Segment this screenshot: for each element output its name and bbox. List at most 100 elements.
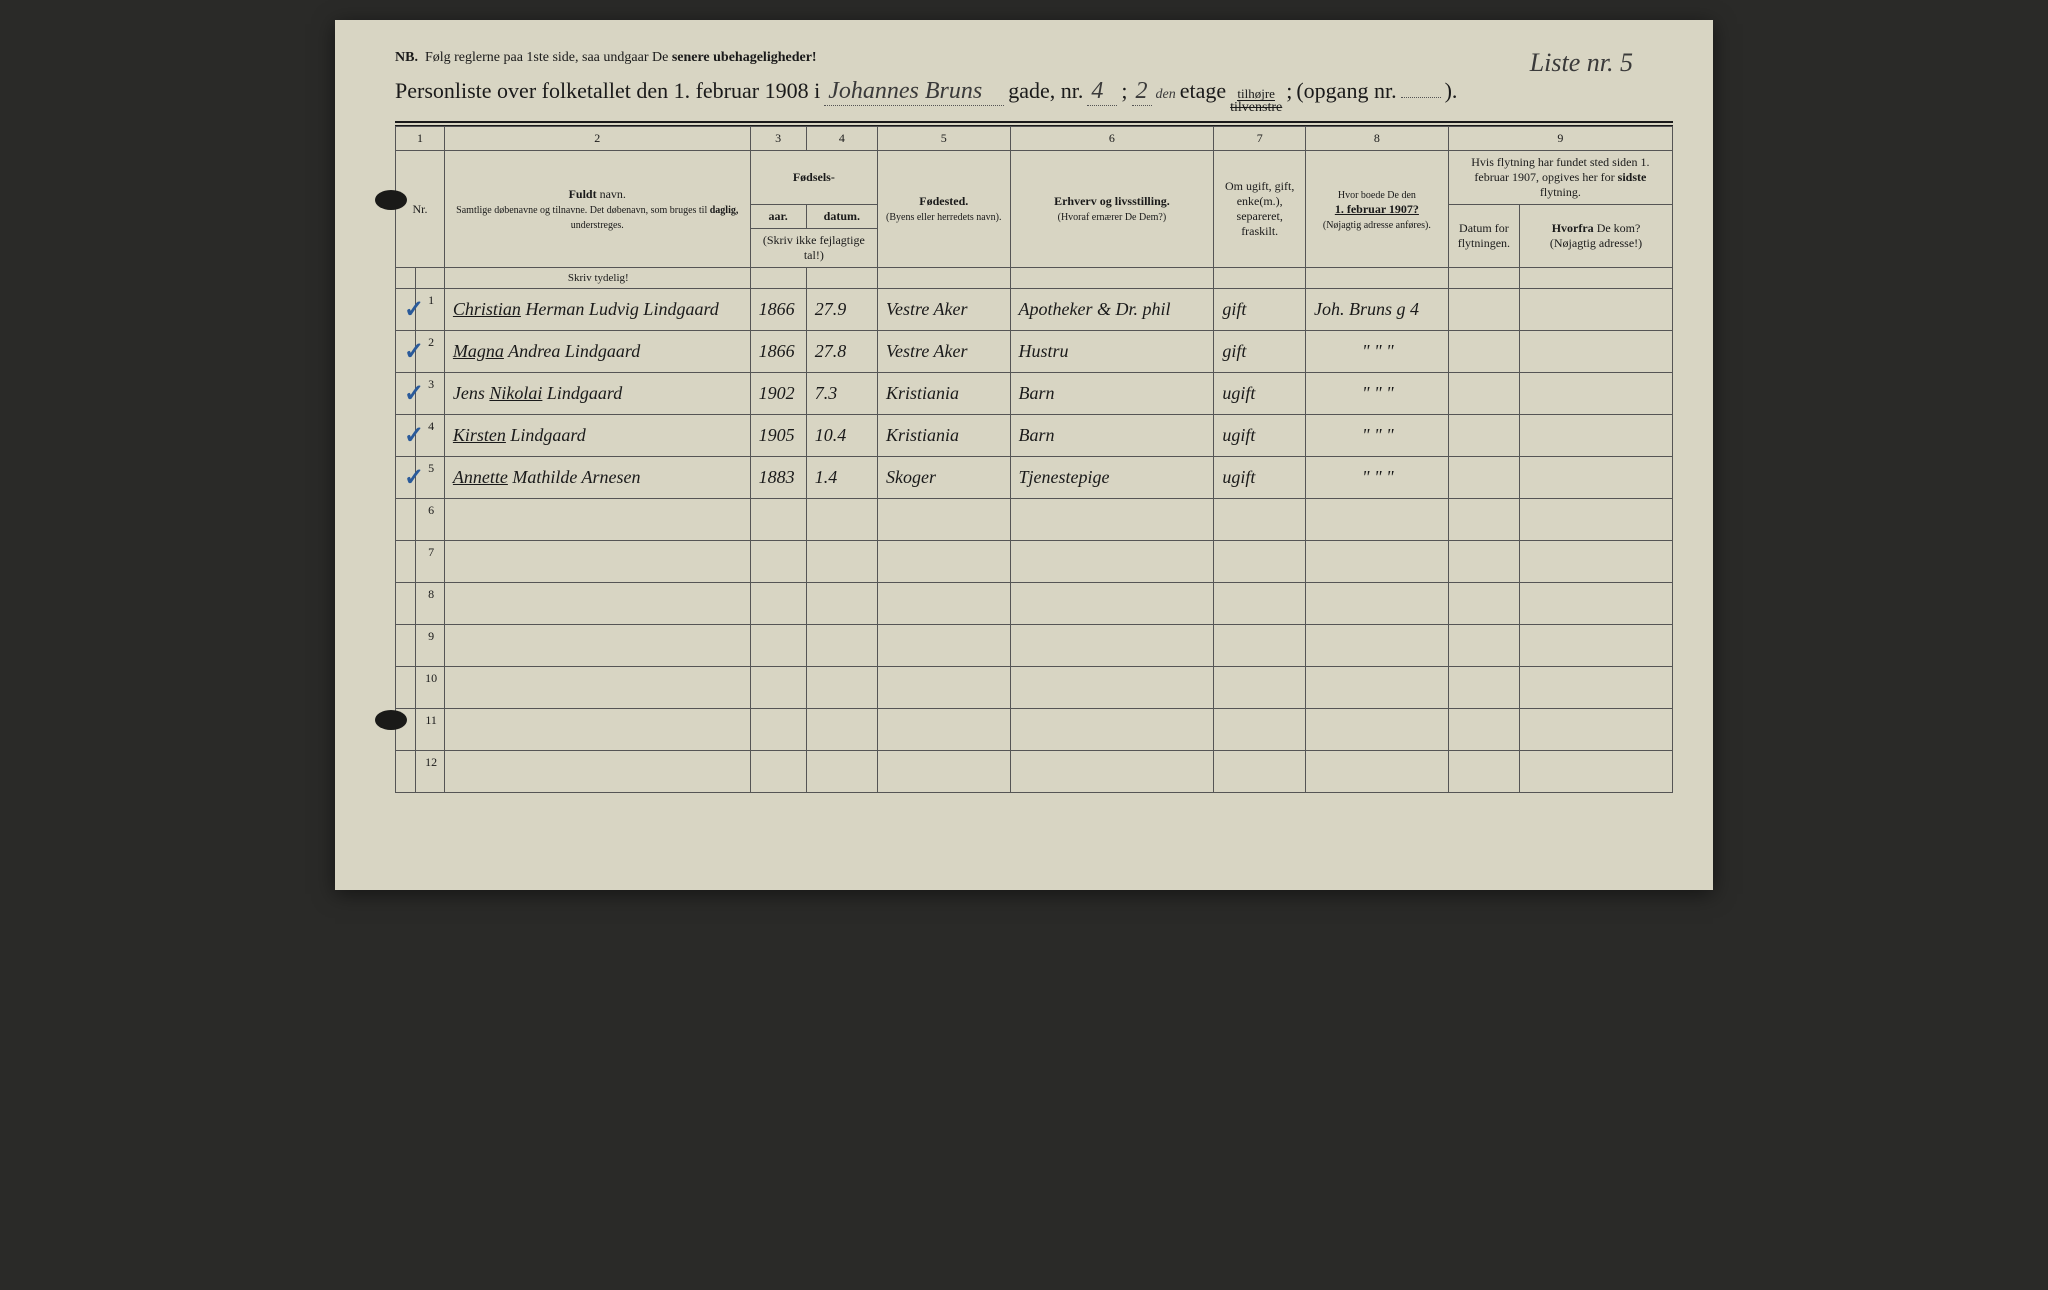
check-mark: ✓ [396, 415, 416, 457]
marital-status: ugift [1214, 415, 1306, 457]
table-row: ✓2Magna Andrea Lindgaard186627.8Vestre A… [396, 331, 1673, 373]
birth-year: 1883 [750, 457, 806, 499]
check-mark [396, 583, 416, 625]
birth-year: 1866 [750, 331, 806, 373]
col-birth-header: Fødsels- [750, 151, 877, 205]
row-number: 8 [416, 583, 445, 625]
marital-status: gift [1214, 289, 1306, 331]
row-number: 12 [416, 751, 445, 793]
check-mark: ✓ [396, 457, 416, 499]
table-row: ✓5Annette Mathilde Arnesen18831.4SkogerT… [396, 457, 1673, 499]
previous-address: " " " [1306, 373, 1449, 415]
liste-number: Liste nr. 5 [1530, 48, 1633, 78]
check-mark [396, 625, 416, 667]
move-date [1448, 541, 1519, 583]
move-from [1520, 331, 1673, 373]
marital-status: ugift [1214, 457, 1306, 499]
table-row: ✓4Kirsten Lindgaard190510.4KristianiaBar… [396, 415, 1673, 457]
marital-status [1214, 583, 1306, 625]
move-from [1520, 415, 1673, 457]
check-mark: ✓ [396, 331, 416, 373]
birth-date: 1.4 [806, 457, 877, 499]
check-mark [396, 541, 416, 583]
house-number: 4 [1087, 78, 1117, 106]
birth-year [750, 541, 806, 583]
previous-address [1306, 499, 1449, 541]
birthplace [878, 751, 1010, 793]
person-name [444, 751, 750, 793]
punch-hole [375, 190, 407, 210]
marital-status [1214, 709, 1306, 751]
move-date [1448, 289, 1519, 331]
table-row: 7 [396, 541, 1673, 583]
birthplace [878, 541, 1010, 583]
person-name [444, 583, 750, 625]
occupation [1010, 625, 1214, 667]
row-number: 7 [416, 541, 445, 583]
census-document: Liste nr. 5 NB. Følg reglerne paa 1ste s… [335, 20, 1713, 890]
marital-status [1214, 499, 1306, 541]
table-row: 10 [396, 667, 1673, 709]
table-row: 9 [396, 625, 1673, 667]
previous-address [1306, 709, 1449, 751]
birth-year [750, 751, 806, 793]
floor-number: 2 [1132, 78, 1152, 106]
table-row: 12 [396, 751, 1673, 793]
birthplace: Kristiania [878, 415, 1010, 457]
occupation [1010, 751, 1214, 793]
occupation [1010, 541, 1214, 583]
table-row: 11 [396, 709, 1673, 751]
birth-date [806, 625, 877, 667]
move-date [1448, 415, 1519, 457]
birth-date: 27.9 [806, 289, 877, 331]
previous-address [1306, 667, 1449, 709]
occupation: Barn [1010, 373, 1214, 415]
marital-status: ugift [1214, 373, 1306, 415]
move-from [1520, 499, 1673, 541]
move-date [1448, 331, 1519, 373]
check-mark [396, 667, 416, 709]
move-date [1448, 373, 1519, 415]
marital-status: gift [1214, 331, 1306, 373]
col-nr-header: Nr. [396, 151, 445, 268]
marital-status [1214, 667, 1306, 709]
check-mark: ✓ [396, 289, 416, 331]
move-from [1520, 625, 1673, 667]
col-birthplace-header: Fødested. (Byens eller herredets navn). [878, 151, 1010, 268]
punch-hole [375, 710, 407, 730]
move-date [1448, 583, 1519, 625]
move-date [1448, 625, 1519, 667]
previous-address: " " " [1306, 415, 1449, 457]
table-row: ✓1Christian Herman Ludvig Lindgaard18662… [396, 289, 1673, 331]
previous-address [1306, 541, 1449, 583]
previous-address: " " " [1306, 331, 1449, 373]
occupation: Apotheker & Dr. phil [1010, 289, 1214, 331]
move-date [1448, 499, 1519, 541]
occupation [1010, 667, 1214, 709]
move-from [1520, 289, 1673, 331]
check-mark [396, 499, 416, 541]
nb-instruction: NB. Følg reglerne paa 1ste side, saa und… [395, 50, 1673, 66]
birth-date: 7.3 [806, 373, 877, 415]
occupation [1010, 499, 1214, 541]
birthplace: Vestre Aker [878, 289, 1010, 331]
move-date [1448, 457, 1519, 499]
birth-date [806, 499, 877, 541]
marital-status [1214, 751, 1306, 793]
birth-year: 1902 [750, 373, 806, 415]
birthplace [878, 499, 1010, 541]
birth-date [806, 709, 877, 751]
birth-date: 27.8 [806, 331, 877, 373]
birth-year [750, 625, 806, 667]
birth-year [750, 709, 806, 751]
opgang-number [1401, 97, 1441, 98]
birthplace: Skoger [878, 457, 1010, 499]
check-mark: ✓ [396, 373, 416, 415]
birthplace [878, 583, 1010, 625]
birthplace [878, 667, 1010, 709]
table-header: 1 2 3 4 5 6 7 8 9 Nr. Fuldt navn. Samtli… [396, 127, 1673, 268]
col-move-header: Hvis flytning har fundet sted siden 1. f… [1448, 151, 1672, 205]
occupation: Tjenestepige [1010, 457, 1214, 499]
previous-address: " " " [1306, 457, 1449, 499]
move-date [1448, 751, 1519, 793]
